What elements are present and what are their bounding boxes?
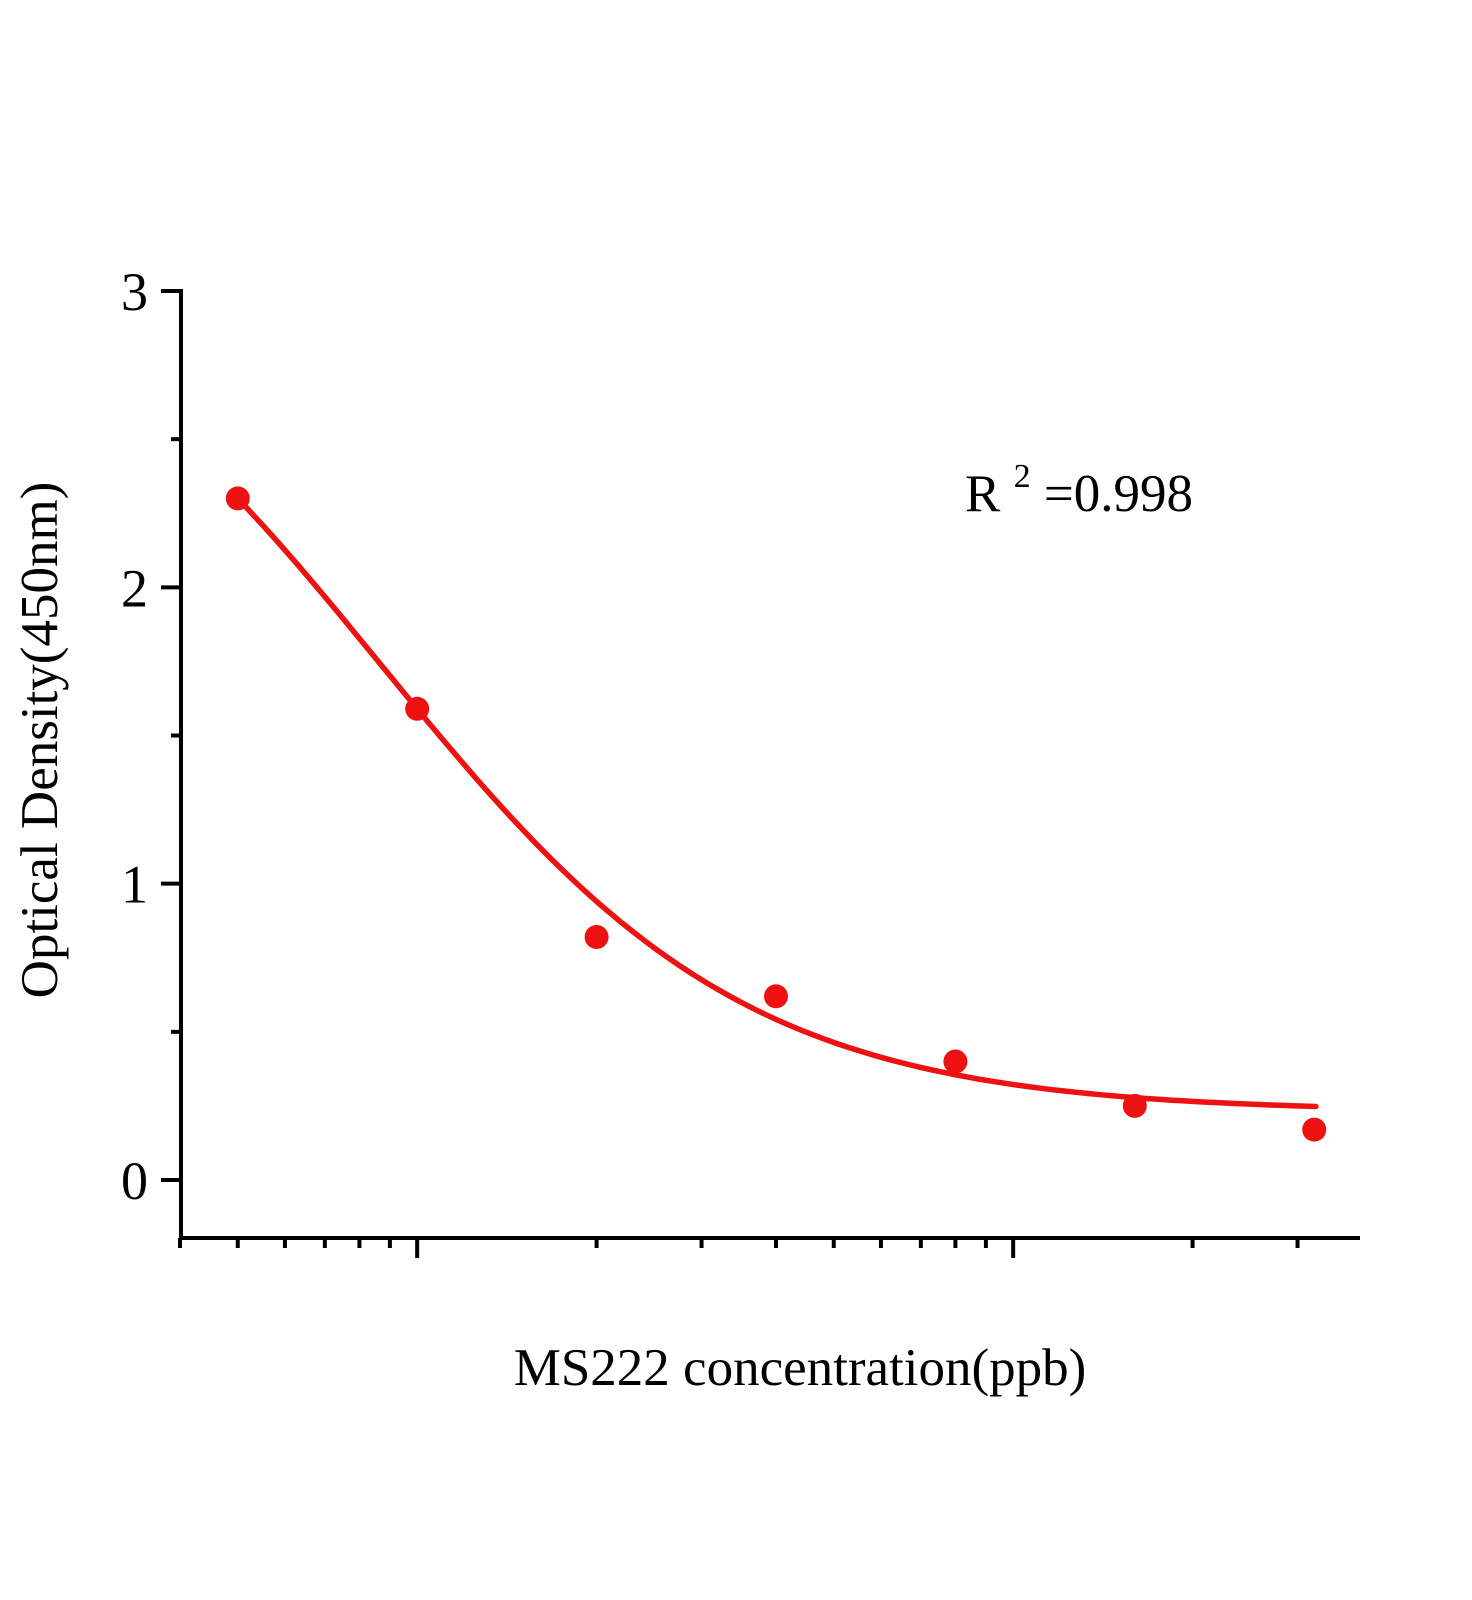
data-point — [405, 696, 430, 721]
data-point — [1302, 1117, 1327, 1142]
data-point — [225, 486, 250, 511]
data-point — [584, 925, 609, 949]
y-tick-label: 2 — [121, 558, 148, 618]
fit-curve — [235, 495, 1319, 1110]
axes-and-data-layer: 3 2 1 0 — [121, 262, 1360, 1258]
x-axis-title: MS222 concentration(ppb) — [514, 1339, 1087, 1397]
r-squared-annotation: R 2 =0.998 — [965, 441, 1193, 523]
y-tick-label: 3 — [121, 262, 148, 322]
r-squared-value: =0.998 — [1044, 465, 1193, 523]
y-tick-label: 0 — [121, 1151, 148, 1211]
data-point — [1122, 1093, 1147, 1118]
data-point — [764, 984, 788, 1009]
r-squared-base: R — [965, 465, 1001, 523]
data-point — [943, 1049, 968, 1074]
r-squared-superscript: 2 — [1014, 458, 1031, 495]
y-axis-title: Optical Density(450nm) — [11, 482, 69, 999]
y-tick-label: 1 — [121, 855, 148, 915]
